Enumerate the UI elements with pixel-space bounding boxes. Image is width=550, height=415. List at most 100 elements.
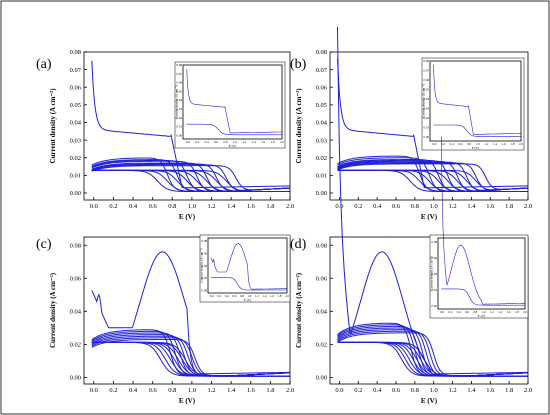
series-line — [91, 165, 291, 191]
y-tick-label: 0.01 — [316, 173, 327, 180]
axes-frame — [329, 51, 529, 201]
inset-axes-frame — [437, 237, 526, 310]
inset-axes-frame — [182, 64, 283, 140]
y-tick-label: 0.08 — [70, 49, 81, 56]
inset-x-tick-label: 1.6 — [261, 140, 265, 144]
inset-y-tick-label: 0.06 — [176, 81, 182, 85]
series-line — [337, 163, 529, 190]
inset-y-tick-label: 0.02 — [176, 116, 182, 120]
inset-x-tick-label: 0.4 — [225, 294, 229, 298]
inset-x-tick-label: 1.4 — [262, 294, 266, 298]
y-tick-label: 0.00 — [70, 190, 81, 197]
y-tick-label: 0.07 — [70, 67, 82, 74]
x-tick-label: 0.0 — [90, 387, 98, 394]
x-tick-label: 1.4 — [467, 203, 476, 210]
x-tick-label: 0.6 — [149, 387, 158, 394]
x-tick-label: 0.8 — [168, 387, 176, 394]
x-tick-label: 1.2 — [207, 387, 215, 394]
inset-x-axis-label: E (V) — [478, 314, 486, 318]
inset-y-tick-label: 0.01 — [423, 126, 429, 130]
inset-y-tick-label: 0.02 — [431, 288, 437, 292]
inset-y-tick-label: 0.08 — [201, 239, 207, 243]
inset-y-tick-label: 0.04 — [431, 272, 437, 276]
inset-x-tick-label: 0.0 — [186, 140, 190, 144]
inset-series-line — [210, 243, 287, 290]
inset-axes-frame — [207, 237, 288, 294]
y-axis-label: Current density (A cm⁻²) — [295, 88, 303, 164]
x-tick-label: 1.6 — [486, 387, 495, 394]
x-tick-label: 0.2 — [109, 387, 117, 394]
x-tick-label: 0.0 — [90, 203, 98, 210]
x-tick-label: 2.0 — [524, 387, 532, 394]
inset-x-tick-label: 2.0 — [285, 294, 289, 298]
x-tick-label: 1.4 — [467, 387, 476, 394]
inset-x-axis-label: E (V) — [229, 144, 237, 148]
y-tick-label: 0.08 — [316, 242, 327, 249]
series-line — [337, 162, 529, 191]
inset-x-tick-label: 0.4 — [457, 310, 461, 314]
inset-series-line — [441, 288, 525, 306]
y-tick-label: 0.03 — [70, 137, 81, 144]
series-line — [337, 169, 528, 192]
inset-y-tick-label: 0.00 — [176, 133, 182, 137]
y-axis-label: Current density (A cm⁻²) — [295, 272, 303, 348]
inset-y-tick-label: 0.03 — [423, 107, 429, 111]
x-tick-label: 0.4 — [129, 387, 138, 394]
panel-d: 0.0 0.2 0.4 0.6 0.8 1.0 1.2 1.4 1.6 1.8 2.00.000.0… — [290, 26, 532, 405]
inset-x-tick-label: 0.6 — [232, 294, 236, 298]
inset-x-axis-label: E (V) — [244, 298, 252, 302]
x-tick-label: 0.0 — [335, 387, 343, 394]
x-axis-label: E (V) — [421, 397, 438, 405]
x-tick-label: 1.8 — [505, 203, 513, 210]
inset-b: 0.0 0.2 0.4 0.6 0.8 1.0 1.2 1.4 1.6 1.8 2.0 0.00 0.0… — [421, 57, 525, 151]
inset-y-tick-label: 0.00 — [431, 304, 437, 308]
series-line — [337, 58, 528, 189]
y-tick-label: 0.04 — [316, 309, 328, 316]
inset-x-tick-label: 1.2 — [255, 294, 259, 298]
inset-x-tick-label: 0.2 — [448, 310, 452, 314]
inset-x-tick-label: 0.0 — [440, 310, 444, 314]
inset-y-tick-label: 0.08 — [423, 59, 429, 63]
inset-series-line — [441, 136, 525, 305]
inset-x-tick-label: 2.0 — [280, 140, 284, 144]
inset-y-tick-label: 0.06 — [431, 256, 437, 260]
x-tick-label: 1.8 — [266, 203, 274, 210]
y-tick-label: 0.03 — [316, 137, 327, 144]
x-tick-label: 0.8 — [168, 203, 176, 210]
panel-label: (d) — [290, 237, 307, 252]
inset-y-tick-label: 0.00 — [201, 289, 207, 293]
inset-frame — [421, 57, 525, 151]
inset-d: 0.0 0.2 0.4 0.6 0.8 1.0 1.2 1.4 1.6 1.8 2.00.000.0… — [429, 136, 529, 319]
y-tick-label: 0.06 — [70, 275, 82, 282]
y-tick-label: 0.06 — [316, 84, 328, 91]
y-tick-label: 0.02 — [316, 342, 327, 349]
inset-x-tick-label: 1.2 — [242, 140, 246, 144]
inset-y-tick-label: 0.07 — [176, 72, 182, 76]
inset-x-tick-label: 1.8 — [515, 310, 519, 314]
inset-x-tick-label: 0.8 — [473, 310, 477, 314]
inset-y-tick-label: 0.06 — [201, 251, 207, 255]
series-line — [337, 341, 528, 377]
inset-y-tick-label: 0.03 — [176, 107, 182, 111]
inset-y-tick-label: 0.04 — [176, 98, 182, 102]
inset-y-axis-label: Current density (A cm⁻²) — [422, 84, 426, 118]
x-tick-label: 1.0 — [430, 203, 438, 210]
inset-y-tick-label: 0.08 — [176, 63, 182, 67]
x-axis-label: E (V) — [421, 213, 438, 221]
series-line — [91, 169, 290, 192]
y-tick-label: 0.04 — [70, 120, 82, 127]
inset-x-tick-label: 2.0 — [519, 142, 523, 146]
inset-x-tick-label: 1.4 — [498, 310, 502, 314]
y-tick-label: 0.00 — [70, 375, 81, 382]
x-tick-label: 0.6 — [392, 203, 401, 210]
inset-x-tick-label: 0.2 — [217, 294, 221, 298]
inset-frame — [429, 234, 529, 319]
x-tick-label: 1.0 — [430, 387, 438, 394]
x-tick-label: 0.8 — [411, 387, 419, 394]
inset-x-tick-label: 2.0 — [523, 310, 527, 314]
inset-y-tick-label: 0.02 — [201, 276, 207, 280]
x-tick-label: 0.0 — [335, 203, 343, 210]
y-tick-label: 0.04 — [316, 120, 328, 127]
panel-label: (c) — [36, 237, 52, 252]
inset-x-tick-label: 1.6 — [502, 142, 506, 146]
